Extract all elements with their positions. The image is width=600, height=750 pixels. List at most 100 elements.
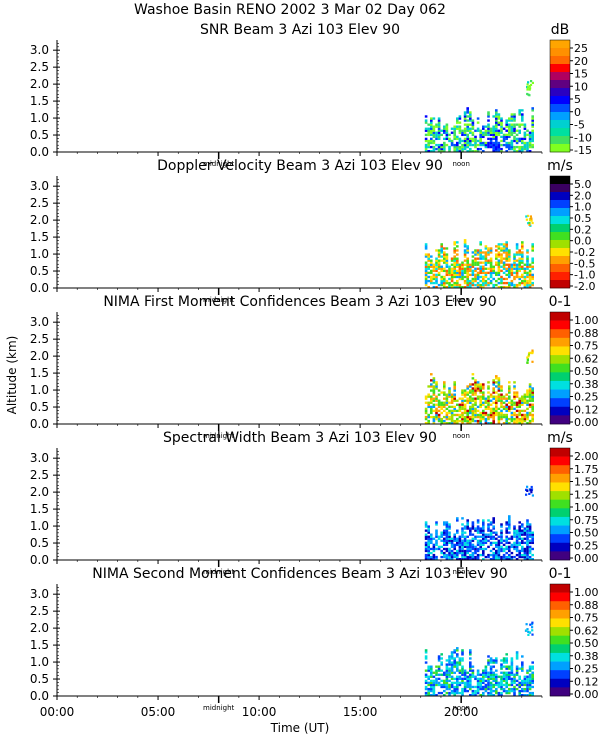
- heatmap-cell: [476, 283, 480, 287]
- heatmap-cell: [432, 549, 436, 553]
- heatmap-cell: [456, 283, 459, 287]
- heatmap-cell: [526, 279, 529, 283]
- heatmap-cell: [471, 383, 475, 386]
- heatmap-cell: [487, 113, 490, 116]
- heatmap-cell: [505, 653, 508, 656]
- heatmap-cell: [487, 555, 490, 559]
- heatmap-cell: [427, 689, 430, 693]
- heatmap-cell: [495, 391, 498, 394]
- heatmap-cell: [443, 383, 446, 386]
- heatmap-cell: [482, 133, 485, 137]
- heatmap-cell: [450, 399, 454, 402]
- heatmap-cell: [458, 558, 462, 561]
- heatmap-cell: [482, 267, 485, 270]
- heatmap-cell: [437, 413, 441, 417]
- heatmap-cell: [443, 279, 446, 283]
- heatmap-cell: [458, 283, 462, 287]
- heatmap-cell: [469, 669, 472, 672]
- heatmap-cell: [424, 417, 428, 421]
- heatmap-cell: [510, 543, 514, 547]
- heatmap-cell: [526, 145, 529, 149]
- heatmap-cell: [489, 677, 493, 681]
- heatmap-cell: [505, 413, 508, 417]
- heatmap-cell: [489, 261, 493, 264]
- heatmap-cell: [529, 488, 532, 491]
- heatmap-cell: [489, 683, 493, 687]
- heatmap-cell: [437, 117, 441, 120]
- heatmap-cell: [505, 286, 508, 289]
- colorbar-tick-label: 0.25: [574, 539, 599, 552]
- heatmap-cell: [528, 555, 532, 559]
- heatmap-cell: [484, 143, 488, 147]
- heatmap-cell: [526, 391, 529, 394]
- heatmap-cell: [450, 143, 454, 147]
- heatmap-cell: [495, 123, 498, 126]
- colorbar-segment: [550, 389, 570, 399]
- heatmap-cell: [497, 121, 501, 124]
- heatmap-cell: [526, 485, 529, 488]
- heatmap-cell: [466, 143, 469, 147]
- heatmap-cell: [528, 286, 532, 289]
- heatmap-cell: [500, 243, 503, 246]
- heatmap-cell: [450, 671, 454, 674]
- heatmap-cell: [432, 387, 436, 390]
- heatmap-cell: [437, 255, 441, 258]
- heatmap-cell: [466, 541, 469, 545]
- heatmap-cell: [458, 535, 462, 538]
- heatmap-cell: [466, 119, 469, 122]
- heatmap-cell: [463, 545, 467, 549]
- heatmap-cell: [427, 677, 430, 681]
- heatmap-cell: [461, 143, 464, 147]
- heatmap-cell: [463, 129, 467, 132]
- heatmap-cell: [508, 265, 511, 268]
- heatmap-cell: [424, 529, 428, 532]
- y-tick-label: 3.0: [30, 179, 49, 193]
- heatmap-cell: [448, 537, 451, 540]
- heatmap-cell: [515, 541, 519, 545]
- heatmap-cell: [513, 527, 516, 530]
- heatmap-cell: [432, 558, 436, 561]
- heatmap-cell: [482, 549, 485, 553]
- heatmap-cell: [443, 251, 446, 254]
- heatmap-cell: [500, 671, 503, 674]
- heatmap-cell: [518, 555, 521, 559]
- heatmap-cell: [505, 141, 508, 145]
- heatmap-cell: [495, 283, 498, 287]
- heatmap-cell: [523, 286, 527, 289]
- heatmap-cell: [500, 397, 503, 400]
- heatmap-cell: [440, 531, 443, 534]
- colorbar-segment: [550, 525, 570, 535]
- heatmap-cell: [448, 405, 451, 409]
- heatmap-cell: [435, 547, 438, 551]
- heatmap-cell: [482, 403, 485, 406]
- heatmap-cell: [523, 689, 527, 693]
- heatmap-cell: [445, 129, 449, 132]
- heatmap-cell: [461, 531, 464, 534]
- heatmap-cell: [443, 405, 446, 409]
- heatmap-cell: [466, 411, 469, 415]
- heatmap-cell: [521, 541, 524, 545]
- heatmap-cell: [500, 129, 503, 132]
- heatmap-cell: [448, 147, 451, 151]
- heatmap-cell: [482, 409, 485, 413]
- noon-marker-label: noon: [452, 160, 469, 168]
- heatmap-cell: [435, 694, 438, 697]
- colorbar-tick-label: 0.38: [574, 650, 599, 663]
- heatmap-cell: [510, 125, 514, 128]
- heatmap-cell: [489, 691, 493, 695]
- heatmap-cell: [508, 253, 511, 256]
- heatmap-cell: [513, 677, 516, 681]
- heatmap-cell: [445, 137, 449, 141]
- heatmap-cell: [505, 683, 508, 687]
- heatmap-cell: [432, 691, 436, 695]
- heatmap-cell: [531, 143, 534, 147]
- heatmap-cell: [497, 417, 501, 421]
- heatmap-cell: [531, 360, 534, 363]
- heatmap-cell: [513, 417, 516, 421]
- heatmap-cell: [445, 255, 449, 258]
- heatmap-cell: [526, 393, 529, 396]
- heatmap-cell: [484, 417, 488, 421]
- heatmap-cell: [526, 529, 529, 532]
- heatmap-cell: [430, 399, 433, 402]
- y-tick-label: 3.0: [30, 451, 49, 465]
